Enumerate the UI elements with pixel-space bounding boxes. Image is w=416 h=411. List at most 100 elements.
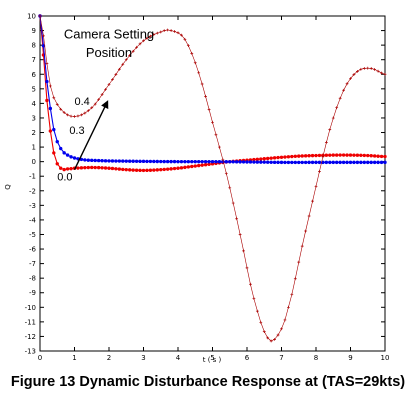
data-point xyxy=(76,114,80,118)
data-point xyxy=(166,28,170,32)
data-point xyxy=(235,217,239,221)
data-point xyxy=(297,160,301,165)
data-point xyxy=(379,154,384,159)
data-point xyxy=(241,160,246,164)
data-point xyxy=(41,44,46,48)
data-point xyxy=(59,107,63,111)
data-point xyxy=(114,167,118,171)
data-point xyxy=(100,93,104,96)
data-point xyxy=(183,165,187,170)
data-point xyxy=(328,128,332,132)
data-point xyxy=(76,166,80,170)
data-point xyxy=(366,66,370,70)
data-point xyxy=(48,84,52,88)
data-point xyxy=(355,160,360,165)
data-point xyxy=(114,159,118,163)
data-point xyxy=(131,168,135,172)
series-label: 0.0 xyxy=(57,172,72,184)
data-point xyxy=(300,154,304,158)
data-point xyxy=(248,160,253,164)
data-point xyxy=(45,79,49,84)
data-point xyxy=(359,160,363,165)
data-point xyxy=(193,164,197,168)
data-point xyxy=(211,120,214,124)
data-point xyxy=(335,153,339,157)
data-point xyxy=(352,153,356,157)
data-point xyxy=(152,33,156,36)
data-point xyxy=(117,159,122,163)
data-point xyxy=(169,29,173,32)
data-point xyxy=(228,186,232,190)
annotation-title: Camera Setting xyxy=(64,27,154,42)
annotation-title: Position xyxy=(86,45,132,60)
data-point xyxy=(300,160,304,165)
data-point xyxy=(62,151,66,155)
data-point xyxy=(221,158,225,162)
data-point xyxy=(262,160,266,164)
data-point xyxy=(55,162,59,166)
y-tick-label: -6 xyxy=(29,246,37,254)
data-point xyxy=(249,282,252,286)
x-tick-label: 2 xyxy=(107,354,111,362)
data-point xyxy=(48,106,53,111)
data-point xyxy=(200,159,204,164)
x-tick-label: 1 xyxy=(72,354,76,362)
data-point xyxy=(197,163,201,168)
data-point xyxy=(272,160,277,165)
data-point xyxy=(348,160,353,165)
data-point xyxy=(190,164,194,169)
data-point xyxy=(48,129,53,133)
data-point xyxy=(124,159,128,163)
data-point xyxy=(69,114,73,118)
data-point xyxy=(86,165,91,170)
data-point xyxy=(369,154,373,158)
data-point xyxy=(231,201,235,205)
data-point xyxy=(183,37,187,41)
data-point xyxy=(193,159,197,164)
series-layer xyxy=(38,14,387,343)
data-point xyxy=(117,67,121,71)
x-tick-label: 9 xyxy=(348,354,352,362)
axis-ticks: 0 1 2 3 4 5 6 7 8 9 10109876543210-1-2-3-4-5-6-7-8… xyxy=(25,13,390,363)
data-point xyxy=(159,167,163,172)
data-point xyxy=(204,95,207,98)
data-point xyxy=(383,160,387,165)
data-point xyxy=(352,160,356,165)
data-point xyxy=(307,214,311,218)
data-point xyxy=(383,154,387,159)
data-point xyxy=(165,159,170,164)
y-tick-label: -7 xyxy=(29,260,36,268)
annotation-arrow xyxy=(73,100,109,170)
data-point xyxy=(293,154,297,159)
data-point xyxy=(311,199,314,203)
data-point xyxy=(59,146,63,151)
data-point xyxy=(238,233,242,236)
data-point xyxy=(121,159,125,163)
data-point xyxy=(276,155,280,160)
data-point xyxy=(341,160,346,165)
data-point xyxy=(96,165,101,170)
data-point xyxy=(55,102,59,106)
data-point xyxy=(38,14,42,18)
data-point xyxy=(173,30,176,33)
data-point xyxy=(342,88,345,92)
y-tick-label: -4 xyxy=(29,216,37,224)
data-point xyxy=(290,292,294,296)
data-point xyxy=(290,160,294,165)
data-point xyxy=(300,244,304,248)
data-point xyxy=(107,159,111,163)
data-point xyxy=(328,153,332,157)
data-point xyxy=(255,160,260,164)
data-point xyxy=(376,154,380,158)
data-point xyxy=(203,159,208,164)
data-point xyxy=(83,111,87,115)
data-point xyxy=(66,113,69,117)
data-point xyxy=(255,157,260,162)
data-point xyxy=(145,168,149,173)
series-label: 0.3 xyxy=(69,125,84,137)
data-point xyxy=(224,160,228,164)
data-point xyxy=(134,159,139,163)
data-point xyxy=(162,167,166,172)
y-tick-label: -1 xyxy=(29,173,36,181)
data-point xyxy=(338,96,342,100)
